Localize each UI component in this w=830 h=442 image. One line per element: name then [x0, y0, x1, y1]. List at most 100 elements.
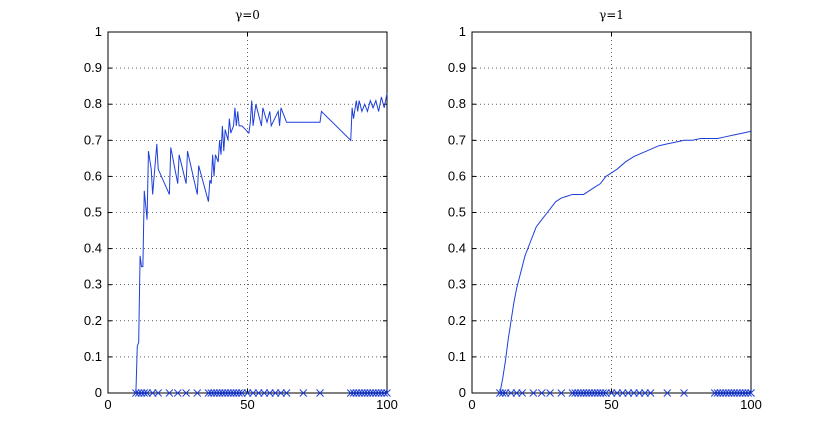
data-marker-x: [498, 389, 507, 397]
data-marker-x: [358, 389, 366, 397]
data-marker-x: [576, 389, 585, 397]
data-marker-x: [618, 389, 627, 397]
y-tick-label-6: 0.6: [448, 168, 466, 183]
data-marker-x: [744, 389, 753, 397]
x-tick-label-0: 0: [104, 397, 111, 412]
data-marker-x: [207, 389, 216, 397]
data-marker-x: [277, 389, 285, 397]
data-marker-x: [730, 389, 739, 397]
data-marker-x: [134, 389, 143, 397]
data-marker-x: [299, 389, 308, 397]
data-marker-x: [218, 389, 227, 397]
data-marker-x: [716, 389, 725, 397]
y-tick-label-8: 0.8: [448, 96, 466, 111]
chart-title: γ=0: [235, 8, 260, 22]
data-marker-x: [735, 389, 744, 397]
data-marker-x: [377, 389, 386, 397]
data-marker-x: [254, 389, 263, 397]
data-marker-x: [663, 389, 672, 397]
data-marker-x: [593, 389, 602, 397]
x-tick-label-2: 100: [740, 397, 762, 412]
data-marker-x: [363, 389, 372, 397]
data-marker-x: [182, 389, 190, 397]
y-tick-label-3: 0.3: [448, 277, 466, 292]
data-marker-x: [579, 389, 588, 397]
data-marker-x: [380, 389, 389, 397]
data-marker-x: [747, 389, 755, 397]
data-marker-x: [148, 389, 157, 397]
data-marker-x: [193, 389, 202, 397]
data-marker-x: [226, 389, 235, 397]
y-tick-label-10: 1: [459, 24, 466, 39]
data-marker-x: [582, 389, 591, 397]
y-tick-label-2: 0.2: [84, 313, 102, 328]
data-marker-x: [557, 389, 566, 397]
data-marker-x: [360, 389, 369, 397]
data-marker-x: [282, 389, 291, 397]
data-marker-x: [680, 389, 688, 397]
y-tick-label-1: 0.1: [448, 349, 466, 364]
data-marker-x: [590, 389, 599, 397]
data-marker-x: [710, 389, 719, 397]
data-marker-x: [719, 389, 727, 397]
y-tick-label-4: 0.4: [448, 241, 466, 256]
data-marker-x: [602, 389, 610, 397]
data-marker-x: [143, 389, 151, 397]
data-marker-x: [229, 389, 238, 397]
data-marker-x: [724, 389, 733, 397]
data-marker-x: [599, 389, 607, 397]
series-line-0: [499, 130, 752, 394]
data-marker-x: [374, 389, 383, 397]
data-marker-x: [165, 389, 174, 397]
x-tick-label-1: 50: [240, 397, 254, 412]
data-marker-x: [212, 389, 221, 397]
data-marker-x: [629, 389, 638, 397]
data-marker-x: [613, 389, 621, 397]
y-tick-label-3: 0.3: [84, 277, 102, 292]
y-tick-label-0: 0: [95, 385, 102, 400]
data-marker-x: [607, 389, 616, 397]
y-tick-label-7: 0.7: [84, 132, 102, 147]
data-marker-x: [140, 389, 149, 397]
chart-panel-right: 0 0.1 0.2 0.3 0.4 0.5 0.6 0.7 0.8 0.9 1 0 50 100 γ=1: [448, 8, 762, 412]
y-tick-label-7: 0.7: [448, 132, 466, 147]
data-marker-x: [249, 389, 257, 397]
data-marker-x: [132, 389, 140, 397]
data-marker-x: [260, 389, 269, 397]
data-marker-x: [574, 389, 582, 397]
data-marker-x: [546, 389, 554, 397]
data-marker-x: [271, 389, 280, 397]
data-marker-x: [727, 389, 736, 397]
y-tick-label-0: 0: [459, 385, 466, 400]
data-marker-x: [496, 389, 504, 397]
chart-title: γ=1: [599, 8, 624, 22]
data-marker-x: [371, 389, 380, 397]
data-marker-x: [355, 389, 363, 397]
data-marker-x: [585, 389, 594, 397]
data-marker-x: [369, 389, 377, 397]
y-tick-label-10: 1: [95, 24, 102, 39]
data-marker-x: [512, 389, 521, 397]
x-tick-label-2: 100: [376, 397, 398, 412]
y-tick-label-5: 0.5: [84, 205, 102, 220]
y-tick-label-1: 0.1: [84, 349, 102, 364]
data-marker-x: [316, 389, 324, 397]
y-tick-label-6: 0.6: [84, 168, 102, 183]
data-marker-x: [713, 389, 722, 397]
data-marker-x: [641, 389, 649, 397]
data-marker-x: [243, 389, 252, 397]
data-marker-x: [624, 389, 633, 397]
y-tick-label-2: 0.2: [448, 313, 466, 328]
data-marker-x: [232, 389, 241, 397]
data-marker-x: [537, 389, 546, 397]
chart-panel-left: 0 0.1 0.2 0.3 0.4 0.5 0.6 0.7 0.8 0.9 1 0 50 100 γ=0: [84, 8, 398, 412]
data-marker-x: [221, 389, 230, 397]
data-marker-x: [366, 389, 375, 397]
data-marker-x: [383, 389, 391, 397]
data-marker-x: [352, 389, 361, 397]
data-marker-x: [265, 389, 274, 397]
data-marker-x: [235, 389, 243, 397]
data-marker-x: [738, 389, 747, 397]
data-marker-x: [722, 389, 730, 397]
y-tick-label-4: 0.4: [84, 241, 102, 256]
